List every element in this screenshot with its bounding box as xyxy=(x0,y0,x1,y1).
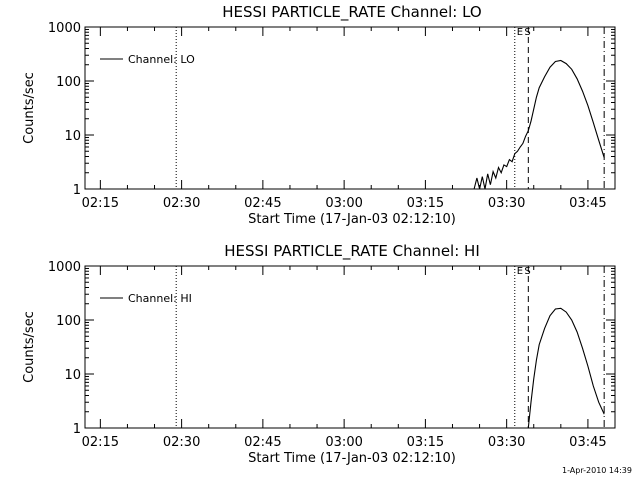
y-tick-label: 10 xyxy=(64,129,81,144)
x-tick-label: 03:30 xyxy=(488,435,525,450)
marker-label: E xyxy=(517,27,523,38)
x-tick-label: 03:00 xyxy=(325,435,362,450)
marker-label: S xyxy=(524,266,530,277)
x-tick-label: 02:45 xyxy=(244,196,281,211)
y-tick-label: 1 xyxy=(73,183,81,198)
y-tick-label: 10 xyxy=(64,368,81,383)
x-axis-label: Start Time (17-Jan-03 02:12:10) xyxy=(248,212,456,227)
x-axis-label: Start Time (17-Jan-03 02:12:10) xyxy=(248,451,456,466)
x-tick-label: 03:00 xyxy=(325,196,362,211)
x-tick-label: 02:30 xyxy=(163,196,200,211)
x-tick-label: 03:30 xyxy=(488,196,525,211)
x-tick-label: 02:45 xyxy=(244,435,281,450)
chart-title: HESSI PARTICLE_RATE Channel: LO xyxy=(222,3,481,22)
chart-title: HESSI PARTICLE_RATE Channel: HI xyxy=(224,242,480,261)
footer-timestamp: 1-Apr-2010 14:39 xyxy=(562,466,632,475)
x-tick-label: 02:15 xyxy=(82,196,119,211)
y-tick-label: 100 xyxy=(56,75,81,90)
y-tick-label: 1000 xyxy=(48,21,81,36)
y-tick-label: 100 xyxy=(56,314,81,329)
x-tick-label: 03:45 xyxy=(569,435,606,450)
x-tick-label: 03:15 xyxy=(407,435,444,450)
y-axis-label: Counts/sec xyxy=(22,311,37,383)
legend-entry: Channel: HI xyxy=(128,292,192,305)
marker-label: E xyxy=(517,266,523,277)
x-tick-label: 03:45 xyxy=(569,196,606,211)
series-line xyxy=(473,59,605,190)
y-axis-label: Counts/sec xyxy=(22,72,37,144)
x-tick-label: 02:15 xyxy=(82,435,119,450)
legend-entry: Channel: LO xyxy=(128,53,195,66)
plot-frame xyxy=(84,26,616,190)
x-tick-label: 02:30 xyxy=(163,435,200,450)
y-tick-label: 1000 xyxy=(48,260,81,275)
plot-frame xyxy=(84,265,616,429)
marker-label: S xyxy=(524,27,530,38)
y-tick-label: 1 xyxy=(73,422,81,437)
series-line xyxy=(527,307,605,429)
x-tick-label: 03:15 xyxy=(407,196,444,211)
